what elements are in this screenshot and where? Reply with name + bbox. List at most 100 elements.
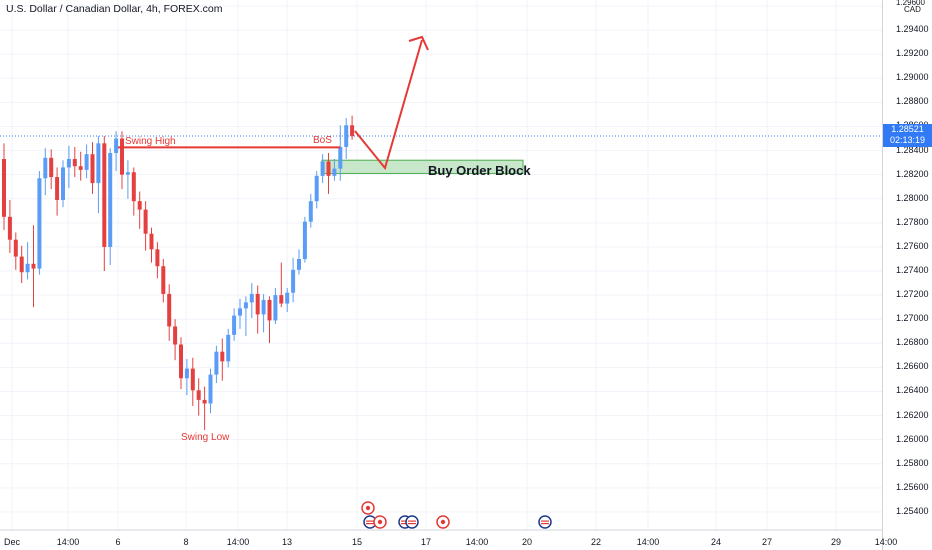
candle-down — [90, 154, 95, 184]
price-tick-label: 1.28200 — [896, 168, 929, 179]
candle-down — [173, 326, 178, 345]
price-tick-label: 1.27400 — [896, 265, 929, 276]
candle-down — [19, 256, 24, 273]
price-tick-label: 1.26800 — [896, 337, 929, 348]
candle-up — [96, 143, 101, 184]
price-tick-label: 1.26400 — [896, 385, 929, 396]
candle-down — [220, 351, 225, 362]
time-tick-label: 14:00 — [465, 537, 489, 547]
candle-up — [184, 368, 189, 379]
candle-down — [143, 209, 148, 234]
candle-down — [137, 201, 142, 210]
candle-down — [49, 157, 54, 178]
candle-down — [131, 172, 136, 202]
time-tick-label: 29 — [830, 537, 842, 547]
candle-up — [344, 125, 349, 147]
flag-stripe-icon — [401, 520, 409, 522]
candle-up — [114, 138, 119, 153]
time-tick-label: 6 — [115, 537, 121, 547]
price-tick-label: 1.27800 — [896, 216, 929, 227]
candle-down — [267, 299, 272, 321]
candle-up — [84, 154, 89, 170]
price-tick-label: 1.27200 — [896, 289, 929, 300]
flag-stripe-icon — [366, 523, 374, 525]
candle-down — [31, 263, 36, 269]
projected-path-arrowhead — [408, 35, 429, 51]
candle-down — [155, 249, 160, 267]
candle-up — [25, 263, 30, 273]
price-tick-label: 1.25800 — [896, 457, 929, 468]
candle-up — [214, 351, 219, 375]
price-tick-label: 1.25600 — [896, 481, 929, 492]
time-tick-label: 15 — [351, 537, 363, 547]
candle-up — [125, 172, 130, 175]
candle-up — [208, 374, 213, 404]
chart-title: U.S. Dollar / Canadian Dollar, 4h, FOREX… — [6, 3, 223, 15]
candle-down — [350, 125, 355, 137]
price-tick-label: 1.29600 — [896, 0, 925, 7]
candle-down — [149, 233, 154, 250]
time-tick-label: 27 — [761, 537, 773, 547]
candle-down — [72, 159, 77, 167]
flag-stripe-icon — [401, 523, 409, 525]
buy-order-block-label: Buy Order Block — [428, 163, 531, 178]
candle-down — [179, 344, 183, 379]
candle-down — [196, 390, 201, 400]
candle-up — [338, 146, 343, 169]
maple-leaf-icon — [377, 519, 383, 525]
us-flag-icon — [538, 515, 552, 529]
flag-stripe-icon — [408, 520, 416, 522]
candle-up — [108, 152, 113, 247]
price-tick-label: 1.26200 — [896, 409, 929, 420]
flag-stripe-icon — [408, 523, 416, 525]
candle-up — [285, 292, 290, 304]
price-tick-label: 1.29200 — [896, 48, 929, 59]
candle-down — [279, 295, 284, 304]
candle-up — [314, 175, 319, 202]
candle-up — [226, 334, 231, 362]
candle-up — [332, 168, 337, 176]
candle-up — [243, 302, 248, 309]
time-tick-label: 24 — [710, 537, 722, 547]
candle-down — [55, 177, 60, 200]
candle-down — [202, 399, 207, 404]
current-price-value: 1.28521 — [891, 124, 924, 134]
swing-high-label: Swing High — [125, 136, 176, 147]
candle-up — [273, 295, 278, 321]
flag-stripe-icon — [541, 520, 549, 522]
candle-down — [78, 166, 83, 170]
currency-label: CAD — [904, 5, 921, 14]
price-tick-label: 1.28800 — [896, 96, 929, 107]
time-tick-label: Dec — [3, 537, 21, 547]
price-tick-label: 1.28400 — [896, 144, 929, 155]
candle-up — [261, 299, 266, 315]
price-tick-label: 1.27000 — [896, 313, 929, 324]
candle-up — [302, 221, 307, 259]
candle-down — [161, 266, 166, 294]
maple-leaf-icon — [365, 505, 371, 511]
candle-down — [13, 239, 18, 257]
candle-down — [326, 161, 331, 176]
candle-up — [43, 157, 48, 179]
price-tick-label: 1.29000 — [896, 72, 929, 83]
bos-label: BoS — [313, 135, 332, 146]
flag-stripe-icon — [541, 523, 549, 525]
price-tick-label: 1.26600 — [896, 361, 929, 372]
price-tick-label: 1.25400 — [896, 505, 929, 516]
candle-up — [232, 315, 237, 335]
time-tick-label: 14:00 — [56, 537, 80, 547]
candle-up — [291, 269, 296, 293]
candle-down — [167, 293, 172, 327]
candle-countdown: 02:13:19 — [889, 135, 926, 145]
time-tick-label: 20 — [521, 537, 533, 547]
time-tick-label: 14:00 — [874, 537, 898, 547]
price-axis[interactable] — [882, 0, 932, 550]
candle-up — [66, 159, 71, 168]
candle-down — [190, 368, 195, 391]
candle-up — [297, 258, 301, 270]
price-tick-label: 1.28000 — [896, 192, 929, 203]
candle-up — [308, 201, 313, 222]
price-tick-label: 1.29400 — [896, 24, 929, 35]
